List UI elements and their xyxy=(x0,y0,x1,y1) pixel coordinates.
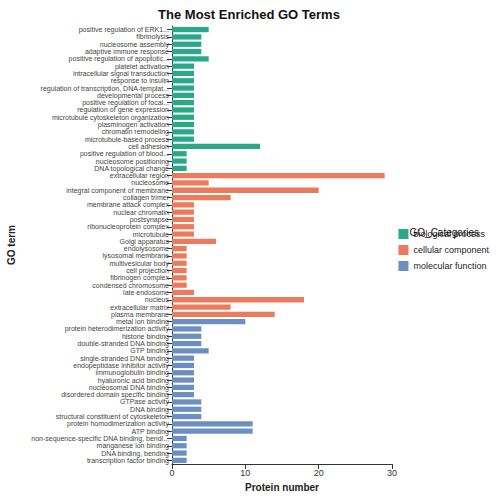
svg-text:nucleosome: nucleosome xyxy=(131,179,169,186)
svg-text:cell projection: cell projection xyxy=(126,267,169,274)
svg-text:single-stranded DNA binding: single-stranded DNA binding xyxy=(80,354,169,362)
svg-text:0: 0 xyxy=(169,468,174,478)
svg-text:positive regulation of focal..: positive regulation of focal... xyxy=(82,99,169,107)
svg-text:Protein number: Protein number xyxy=(245,482,319,493)
svg-text:nucleosome positioning: nucleosome positioning xyxy=(95,157,169,165)
svg-text:multivesicular body: multivesicular body xyxy=(109,259,169,267)
svg-text:ATP binding: ATP binding xyxy=(131,427,169,435)
svg-text:developmental process: developmental process xyxy=(97,91,169,99)
svg-text:manganese ion binding: manganese ion binding xyxy=(96,442,169,450)
svg-text:endolysosome: endolysosome xyxy=(123,245,169,253)
svg-text:molecular function: molecular function xyxy=(413,261,486,271)
svg-text:positive regulation of apoptot: positive regulation of apoptotic... xyxy=(68,55,169,63)
svg-text:membrane attack complex: membrane attack complex xyxy=(86,201,169,209)
svg-text:GO term: GO term xyxy=(6,225,17,265)
svg-text:30: 30 xyxy=(387,468,397,478)
svg-text:GTPase activity: GTPase activity xyxy=(120,398,169,406)
svg-text:ribonucleoprotein complex: ribonucleoprotein complex xyxy=(87,223,169,231)
svg-text:response to insulin: response to insulin xyxy=(110,77,169,85)
svg-text:disordered domain specific bin: disordered domain specific binding xyxy=(61,391,169,399)
svg-text:cellular component: cellular component xyxy=(413,245,489,255)
svg-text:DNA binding, bending: DNA binding, bending xyxy=(101,449,169,457)
svg-text:transcription factor binding: transcription factor binding xyxy=(87,457,169,465)
svg-text:microtubule: microtubule xyxy=(133,231,169,238)
svg-text:DNA binding: DNA binding xyxy=(130,405,169,413)
svg-text:extracellular matrix: extracellular matrix xyxy=(110,304,169,311)
svg-text:hyaluronic acid binding: hyaluronic acid binding xyxy=(97,376,169,384)
svg-text:postsynapse: postsynapse xyxy=(129,215,169,223)
svg-text:protein heterodimerization act: protein heterodimerization activity xyxy=(64,325,169,333)
svg-text:late endosome: late endosome xyxy=(123,289,169,296)
svg-text:protein homodimerization activ: protein homodimerization activity xyxy=(67,420,169,428)
svg-text:integral component of membrane: integral component of membrane xyxy=(66,186,169,194)
svg-text:lysosomal membrane: lysosomal membrane xyxy=(102,252,169,260)
svg-text:microtubule-based process: microtubule-based process xyxy=(85,135,169,143)
svg-text:regulation of transcription, D: regulation of transcription, DNA-templat… xyxy=(40,84,169,92)
svg-text:chromatin remodeling: chromatin remodeling xyxy=(101,128,169,136)
svg-text:nuclear chromatin: nuclear chromatin xyxy=(113,209,169,216)
svg-text:condensed chromosome: condensed chromosome xyxy=(92,282,169,289)
svg-text:regulation of gene expression: regulation of gene expression xyxy=(77,106,169,114)
svg-text:structural constituent of cyto: structural constituent of cytoskeleton xyxy=(55,413,169,420)
svg-text:histone binding: histone binding xyxy=(121,332,169,340)
svg-text:GTP binding: GTP binding xyxy=(130,347,169,355)
svg-text:10: 10 xyxy=(240,468,250,478)
svg-text:plasminogen activation: plasminogen activation xyxy=(97,121,169,129)
svg-text:GO_Categories: GO_Categories xyxy=(410,227,479,238)
svg-text:non-sequence-specific DNA bind: non-sequence-specific DNA binding, bendi… xyxy=(31,435,169,442)
svg-text:positive regulation of blood..: positive regulation of blood... xyxy=(79,150,169,158)
svg-text:adaptive immune response: adaptive immune response xyxy=(84,48,169,55)
svg-text:cell adhesion: cell adhesion xyxy=(128,143,169,150)
svg-text:double-stranded DNA binding: double-stranded DNA binding xyxy=(77,340,169,347)
svg-text:intracellular signal transduct: intracellular signal transduction xyxy=(72,69,169,77)
svg-text:nucleosome assembly: nucleosome assembly xyxy=(99,40,169,48)
svg-text:platelet activation: platelet activation xyxy=(114,62,169,70)
svg-text:plasma membrane: plasma membrane xyxy=(111,310,169,318)
svg-text:extracellular region: extracellular region xyxy=(109,172,169,180)
svg-text:20: 20 xyxy=(314,468,324,478)
svg-text:metal ion binding: metal ion binding xyxy=(116,318,169,326)
svg-text:The Most Enriched GO Terms: The Most Enriched GO Terms xyxy=(158,7,340,22)
svg-text:microtubule cytoskeleton organ: microtubule cytoskeleton organization xyxy=(51,113,169,121)
svg-text:nucleosomal DNA binding: nucleosomal DNA binding xyxy=(88,383,169,391)
svg-text:DNA topological change: DNA topological change xyxy=(94,164,169,172)
svg-text:fibrinolysis: fibrinolysis xyxy=(136,33,169,41)
svg-text:endopeptidase inhibitor activi: endopeptidase inhibitor activity xyxy=(73,362,169,369)
svg-text:positive regulation of ERK1...: positive regulation of ERK1... xyxy=(78,26,169,34)
svg-text:fibrinogen complex: fibrinogen complex xyxy=(110,274,169,282)
svg-text:immunoglobulin binding: immunoglobulin binding xyxy=(95,369,169,377)
svg-text:Golgi apparatus: Golgi apparatus xyxy=(119,237,169,245)
svg-text:collagen trimer: collagen trimer xyxy=(123,194,169,202)
svg-text:nucleus: nucleus xyxy=(145,296,170,303)
